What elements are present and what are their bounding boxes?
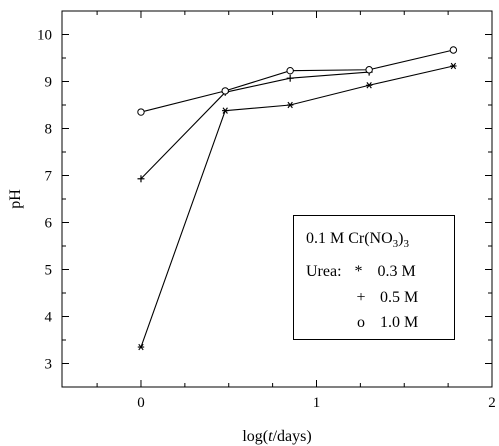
data-point-plus xyxy=(137,175,145,183)
x-tick-label: 2 xyxy=(488,395,496,411)
circle-marker xyxy=(221,87,229,95)
legend-label-1: 0.5 M xyxy=(380,289,419,306)
data-point-circle xyxy=(286,66,294,75)
legend-label-2: 1.0 M xyxy=(380,314,419,331)
data-point-circle xyxy=(137,108,145,116)
legend-prefix: Urea: xyxy=(306,263,342,280)
y-tick-label: 4 xyxy=(45,310,53,326)
data-point-circle xyxy=(365,66,373,74)
legend-title-base: 0.1 M Cr(NO xyxy=(306,230,393,247)
asterisk-marker-c xyxy=(366,82,372,89)
y-tick-label: 5 xyxy=(45,263,53,279)
data-point-asterisk xyxy=(365,82,373,89)
legend-entry-0: Urea: * 0.3 M xyxy=(306,263,416,281)
asterisk-marker-c xyxy=(287,101,293,109)
data-point-circle xyxy=(221,87,229,95)
y-tick-label: 9 xyxy=(45,75,53,91)
legend-marker-asterisk: * xyxy=(354,263,363,280)
legend-marker-plus: + xyxy=(356,289,366,306)
legend-title-sub1: 3 xyxy=(392,238,399,251)
series-markers xyxy=(137,46,458,351)
data-point-asterisk xyxy=(286,101,294,109)
y-tick-label: 10 xyxy=(37,28,52,44)
ticks: 0 1 2 3 4 5 6 7 8 9 10 xyxy=(37,10,496,411)
legend-marker-circle: o xyxy=(357,314,365,331)
data-point-plus xyxy=(286,74,294,82)
y-tick-label: 8 xyxy=(45,122,53,138)
x-tick-label: 0 xyxy=(137,395,145,411)
asterisk-marker-c xyxy=(450,62,457,70)
legend-entry-1: + 0.5 M xyxy=(352,289,418,307)
data-point-asterisk xyxy=(450,62,457,70)
legend-title: 0.1 M Cr(NO3)3 xyxy=(306,230,409,250)
y-tick-label: 6 xyxy=(45,216,53,232)
asterisk-marker-c xyxy=(222,107,228,114)
legend-label-0: 0.3 M xyxy=(377,263,416,280)
y-axis-label: pH xyxy=(7,189,24,209)
circle-marker xyxy=(449,46,458,54)
x-tick-label: 1 xyxy=(313,395,321,411)
legend: 0.1 M Cr(NO3)3 Urea: * 0.3 M + 0.5 M o 1… xyxy=(293,215,455,340)
data-point-circle xyxy=(449,46,458,54)
y-tick-label: 7 xyxy=(45,169,53,185)
legend-title-close: ) xyxy=(398,230,404,247)
x-axis-label: log(t/days) xyxy=(242,428,311,445)
series-line-1 xyxy=(140,71,370,180)
asterisk-marker-c xyxy=(138,343,144,351)
data-point-asterisk xyxy=(222,107,229,114)
legend-title-sub2: 3 xyxy=(403,238,410,251)
circle-marker xyxy=(137,108,145,116)
legend-entry-2: o 1.0 M xyxy=(352,314,418,332)
data-point-asterisk xyxy=(137,343,145,351)
circle-marker xyxy=(286,66,294,75)
circle-marker xyxy=(365,66,373,74)
y-tick-label: 3 xyxy=(45,357,53,373)
